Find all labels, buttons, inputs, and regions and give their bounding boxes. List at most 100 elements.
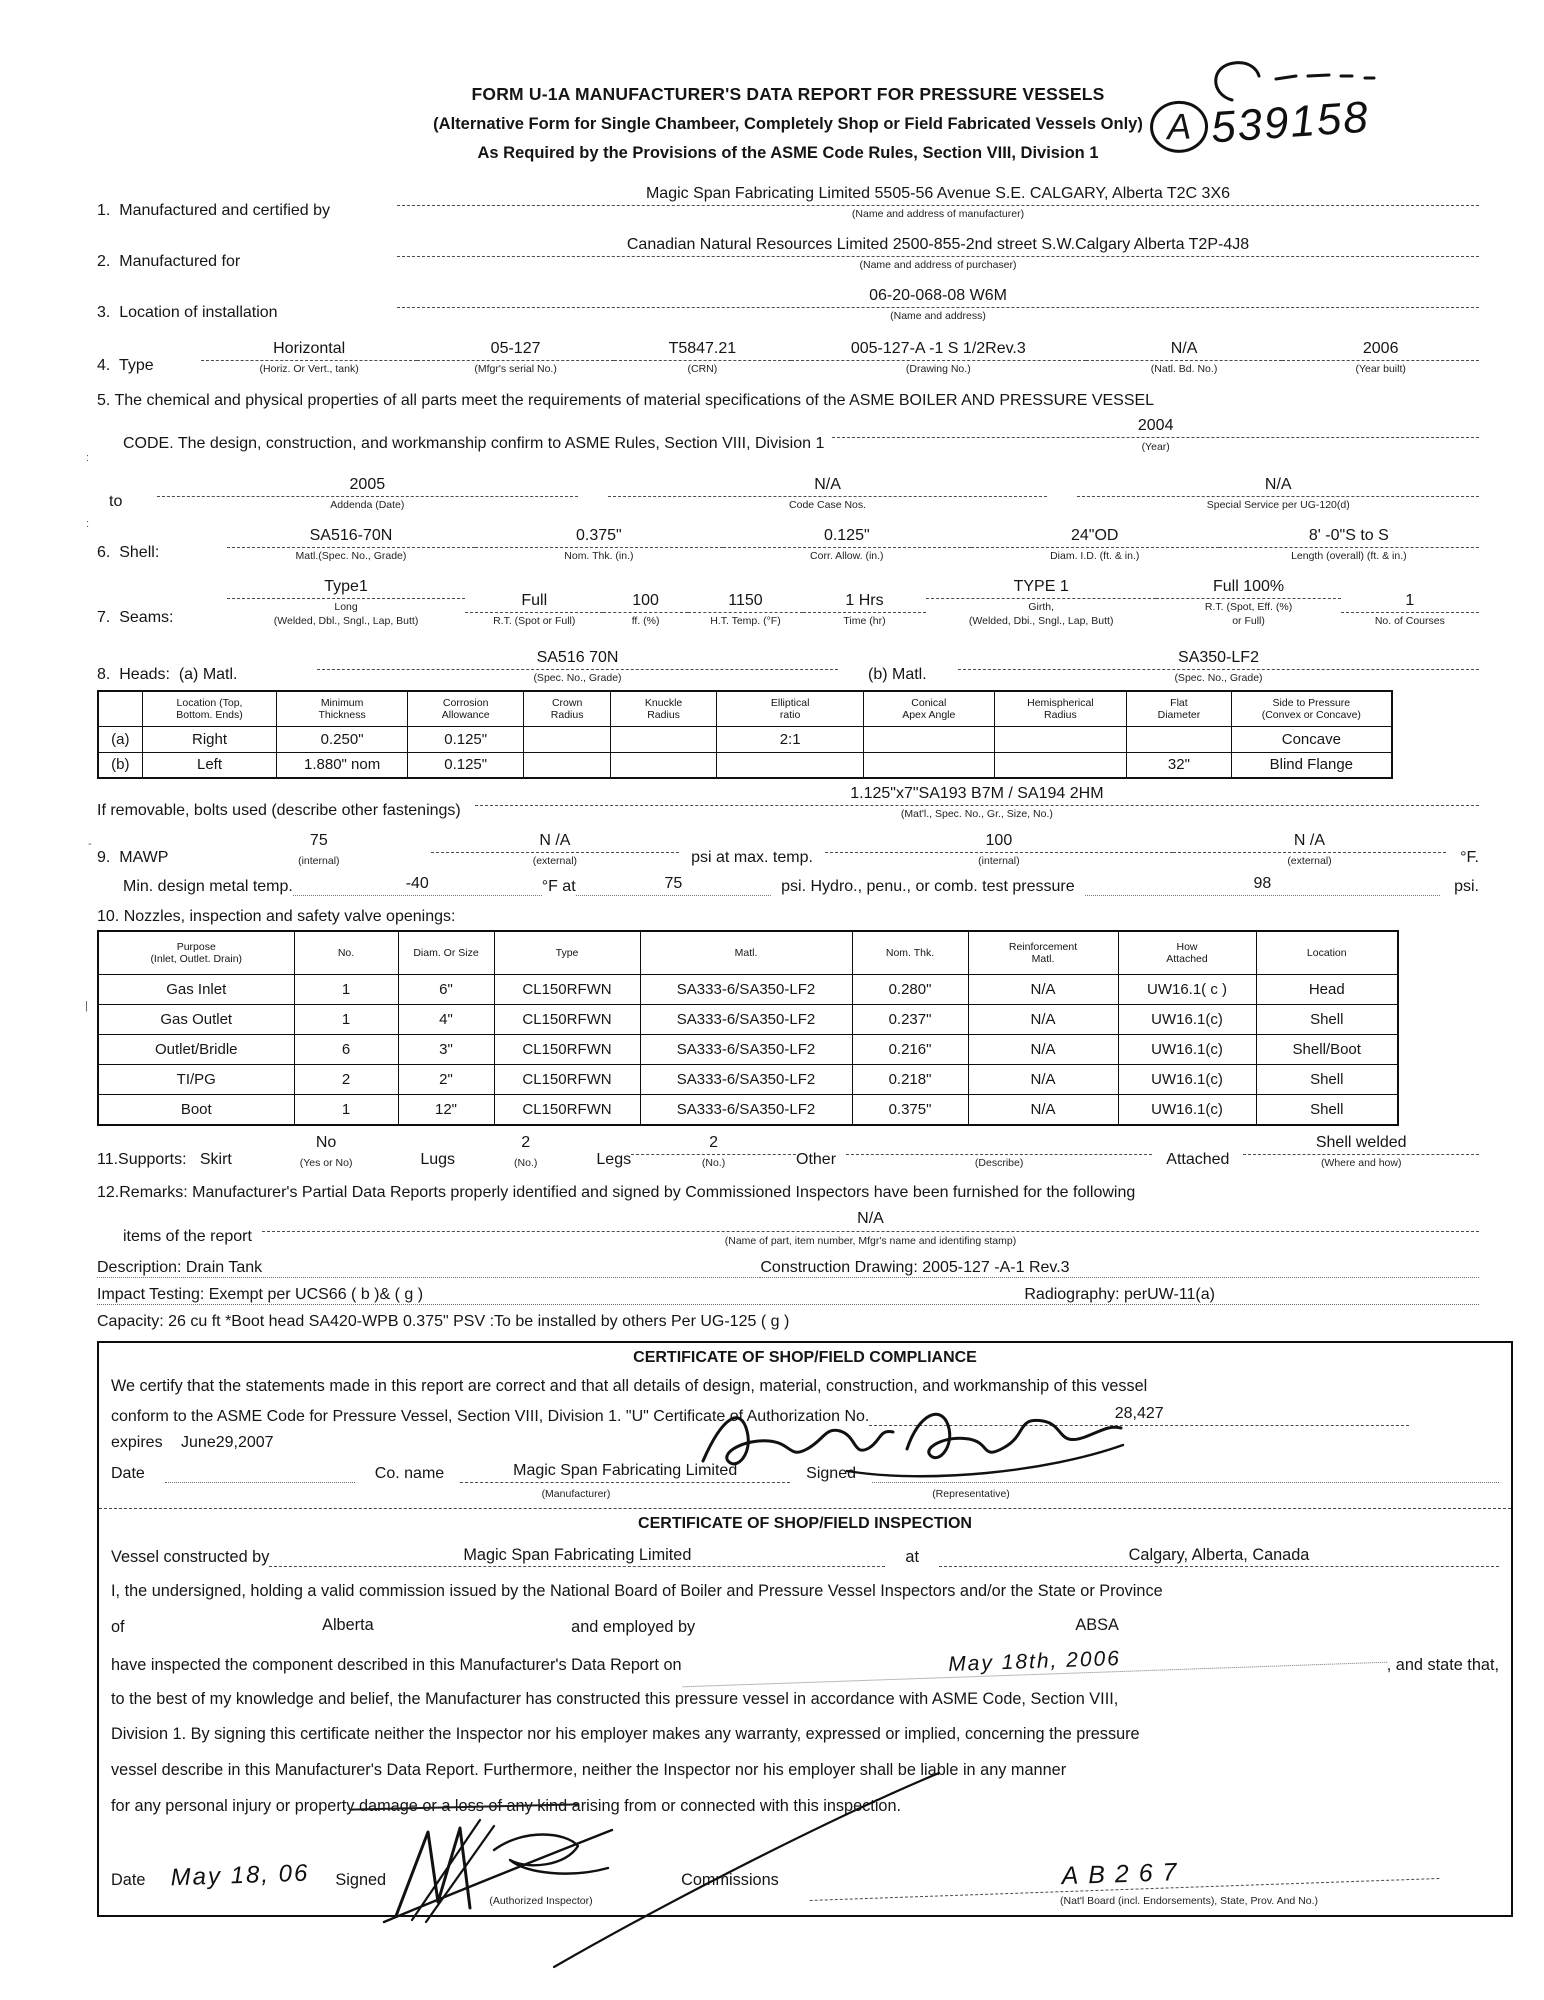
inspection-signed-label: Signed	[335, 1870, 387, 1889]
nozzle-nom-thk: 0.280"	[851, 974, 969, 1006]
seam-girth-rt-value: Full 100%	[1156, 578, 1341, 599]
inspection-signature-row: Date May 18, 06 Signed Commissions	[111, 1818, 1499, 1924]
nozzle-diam: 3"	[397, 1034, 495, 1066]
remarks-line1: 12.Remarks: Manufacturer's Partial Data …	[97, 1183, 1136, 1201]
code-statement-line2: CODE. The design, construction, and work…	[123, 435, 825, 453]
field-location-label: 3. Location of installation	[97, 304, 278, 321]
nozzle-diam: 12"	[397, 1094, 495, 1126]
nozzles-header-row: Purpose (Inlet, Outlet. Drain) No. Diam.…	[97, 930, 1399, 976]
seam-rt-value: Full	[465, 592, 604, 613]
nozzle-nom-thk: 0.375"	[851, 1094, 969, 1126]
inspection-date-label: Date	[111, 1870, 146, 1889]
head-a-crown	[523, 725, 611, 753]
shell-diameter-value: 24"OD	[970, 527, 1219, 548]
shell-nom-thk-value: 0.375"	[474, 527, 723, 548]
and-state-that-text: , and state that,	[1386, 1655, 1499, 1674]
inspection-date-handwritten: May 18th, 2006	[681, 1637, 1387, 1687]
purchaser-value: Canadian Natural Resources Limited 2500-…	[397, 236, 1479, 257]
head-a-hemispherical	[993, 725, 1128, 753]
inspected-on-label: have inspected the component described i…	[111, 1655, 682, 1674]
inspection-line1: Vessel constructed by Magic Span Fabrica…	[111, 1546, 1499, 1567]
nozzle-reinforcement: N/A	[967, 1094, 1119, 1126]
hydro-test-label: psi. Hydro., penu., or comb. test pressu…	[781, 878, 1075, 896]
seam-courses-value: 1	[1340, 592, 1479, 613]
manufacturer-sign-caption: (Manufacturer)	[541, 1487, 611, 1500]
field-min-design-temp: Min. design metal temp. -40 °F at 75 psi…	[97, 875, 1479, 897]
seam-girth-type-value: TYPE 1	[925, 578, 1157, 599]
heads-row-a: (a) Right 0.250" 0.125" 2:1 Concave	[97, 725, 1393, 753]
field-removable-bolts: If removable, bolts used (describe other…	[97, 785, 1479, 820]
supports-attached-value: Shell welded	[1243, 1134, 1479, 1155]
nozzle-matl: SA333-6/SA350-LF2	[639, 1034, 853, 1066]
head-a-min-thickness: 0.250"	[276, 725, 408, 753]
form-subtitle-1: (Alternative Form for Single Chambeer, C…	[433, 115, 1143, 133]
mawp-internal-caption: (internal)	[298, 855, 340, 868]
head-a-knuckle	[609, 725, 718, 753]
supports-legs-caption: (No.)	[701, 1156, 726, 1169]
nozzle-location: Shell	[1255, 1004, 1399, 1036]
code-edition-year-value: 2004	[832, 414, 1479, 439]
compliance-body2: conform to the ASME Code for Pressure Ve…	[111, 1407, 870, 1425]
heads-row-b: (b) Left 1.880" nom 0.125" 32" Blind Fla…	[97, 751, 1393, 779]
nozzle-type: CL150RFWN	[493, 1034, 641, 1066]
nozzle-purpose: Gas Inlet	[97, 974, 295, 1006]
expires-date-value: June29,2007	[181, 1433, 274, 1451]
radiography-value: Radiography: perUW-11(a)	[760, 1286, 1479, 1306]
field-manufacturer-label: 1. Manufactured and certified by	[97, 202, 331, 219]
supports-lugs-value: 2	[521, 1133, 531, 1151]
shell-material-caption: Matl.(Spec. No., Grade)	[295, 549, 407, 562]
nozzles-table: Purpose (Inlet, Outlet. Drain) No. Diam.…	[97, 930, 1399, 1126]
natl-board-caption: (Natl. Bd. No.)	[1150, 363, 1218, 375]
head-a-side-pressure: Concave	[1230, 725, 1393, 753]
heads-col-elliptical: Elliptical ratio	[716, 690, 864, 727]
field-heads-label: 8. Heads: (a) Matl.	[97, 665, 238, 683]
addenda-date-caption: Addenda (Date)	[330, 498, 405, 511]
heads-col-crown: Crown Radius	[523, 690, 611, 727]
scan-artifact: :	[86, 452, 90, 464]
field-seams-label: 7. Seams:	[97, 608, 174, 626]
head-b-corrosion: 0.125"	[406, 751, 525, 779]
supports-other-value	[846, 1134, 1153, 1155]
heads-col-conical: Conical Apex Angle	[862, 690, 995, 727]
expires-row: expires June29,2007	[111, 1434, 1499, 1452]
head-a-location: Right	[141, 725, 278, 753]
supports-skirt-caption: (Yes or No)	[299, 1156, 353, 1169]
authorization-number-value: 28,427	[869, 1405, 1409, 1426]
shell-material-value: SA516-70N	[227, 527, 475, 548]
supports-skirt-value: No	[315, 1133, 337, 1151]
nozzle-how-attached: UW16.1( c )	[1117, 974, 1257, 1006]
min-design-temp-value: -40	[292, 875, 542, 897]
inspector-signature	[382, 1818, 621, 1924]
nozzles-col-no: No.	[293, 930, 399, 976]
nozzle-no: 1	[293, 974, 399, 1006]
supports-legs-value: 2	[631, 1134, 796, 1155]
field-shell: 6. Shell: SA516-70N Matl.(Spec. No., Grad…	[97, 527, 1479, 562]
year-built-value: 2006	[1282, 340, 1479, 361]
nozzle-matl: SA333-6/SA350-LF2	[639, 1094, 853, 1126]
scan-artifact: |	[85, 1000, 88, 1012]
head-a-material-caption: (Spec. No., Grade)	[533, 671, 622, 684]
description-value: Description: Drain Tank	[97, 1259, 761, 1279]
seam-girth-caption2: (Welded, Dbi., Sngl., Lap, Butt)	[968, 614, 1114, 627]
head-b-hemispherical	[993, 751, 1128, 779]
location-caption: (Name and address)	[890, 310, 986, 322]
remarks-value: N/A	[261, 1207, 1479, 1232]
seam-girth-rt-caption2: or Full)	[1232, 614, 1265, 627]
constructed-at-label: at	[905, 1547, 919, 1566]
supports-lugs-label: Lugs	[420, 1150, 456, 1168]
form-title: FORM U-1A MANUFACTURER'S DATA REPORT FOR…	[471, 84, 1105, 104]
field-remarks: 12.Remarks: Manufacturer's Partial Data …	[97, 1181, 1479, 1250]
nozzle-how-attached: UW16.1(c)	[1117, 1004, 1257, 1036]
drawing-number-value: 005-127-A -1 S 1/2Rev.3	[790, 340, 1086, 361]
type-orientation-value: Horizontal	[201, 340, 418, 361]
nozzle-location: Head	[1255, 974, 1399, 1006]
nozzles-col-diam: Diam. Or Size	[397, 930, 495, 976]
inspection-line8-pre: for any personal injury or property	[111, 1797, 359, 1816]
remarks-caption: (Name of part, item number, Mfgr's name …	[724, 1234, 1017, 1247]
head-b-material-value: SA350-LF2	[958, 649, 1479, 670]
code-statement-line1: 5. The chemical and physical properties …	[97, 392, 1155, 409]
nozzle-type: CL150RFWN	[493, 974, 641, 1006]
expires-label: expires	[111, 1433, 163, 1451]
shell-diameter-caption: Diam. I.D. (ft. & in.)	[1050, 549, 1140, 562]
nozzle-reinforcement: N/A	[967, 1004, 1119, 1036]
